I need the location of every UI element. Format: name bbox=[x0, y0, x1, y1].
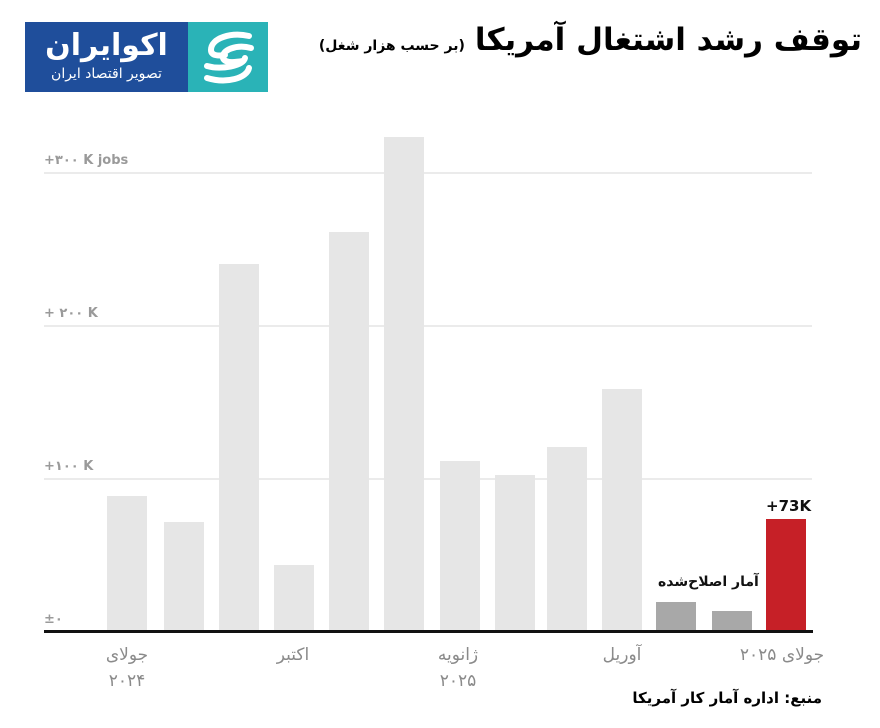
bar-jun-2025 bbox=[712, 611, 752, 631]
bar-apr-2025 bbox=[602, 389, 642, 631]
x-label-oct: اکتبر bbox=[277, 642, 309, 668]
x-label-apr: آوریل bbox=[603, 642, 642, 668]
x-label-line2: ۲۰۲۵ bbox=[439, 671, 477, 691]
revised-data-annotation: آمار اصلاح‌شده bbox=[658, 574, 759, 590]
bar-mar-2025 bbox=[547, 447, 587, 631]
x-label-line1: ژانویه bbox=[437, 645, 479, 665]
y-tick-100: +۱۰۰ K bbox=[44, 459, 94, 474]
logo-swirl-icon bbox=[188, 22, 268, 92]
bar-may-2025 bbox=[656, 602, 696, 631]
bar-jul-2025 bbox=[766, 519, 806, 631]
source-note: منبع: اداره آمار کار آمریکا bbox=[632, 689, 822, 707]
x-axis-baseline bbox=[44, 630, 813, 633]
bar-jul-2024 bbox=[107, 496, 147, 631]
logo: اکوایران تصویر اقتصاد ایران bbox=[25, 22, 268, 92]
bar-dec-2024 bbox=[384, 137, 424, 631]
bar-oct-2024 bbox=[274, 565, 314, 631]
x-label-line1: جولای ۲۰۲۵ bbox=[739, 645, 825, 665]
logo-name: اکوایران bbox=[45, 28, 168, 63]
gridline-100 bbox=[44, 478, 812, 480]
bar-nov-2024 bbox=[329, 232, 369, 631]
gridline-300 bbox=[44, 172, 812, 174]
x-label-jan-2025: ژانویه ۲۰۲۵ bbox=[438, 642, 478, 694]
bar-jan-2025 bbox=[440, 461, 480, 631]
x-label-line2: ۲۰۲۴ bbox=[108, 671, 146, 691]
bar-feb-2025 bbox=[495, 475, 535, 631]
y-tick-200: + ۲۰۰ K bbox=[44, 306, 98, 321]
x-label-jul-2025: جولای ۲۰۲۵ bbox=[740, 642, 824, 668]
logo-tagline: تصویر اقتصاد ایران bbox=[51, 66, 162, 82]
bar-aug-2024 bbox=[164, 522, 204, 631]
gridline-200 bbox=[44, 325, 812, 327]
logo-text-block: اکوایران تصویر اقتصاد ایران bbox=[25, 22, 188, 92]
x-label-jul-2024: جولای ۲۰۲۴ bbox=[106, 642, 148, 694]
y-tick-300: +۳۰۰ K jobs bbox=[44, 153, 129, 168]
y-tick-0: ±۰ bbox=[44, 612, 63, 627]
bar-sep-2024 bbox=[219, 264, 259, 631]
title-main: توقف رشد اشتغال آمریکا bbox=[474, 22, 862, 58]
title-subtitle: (بر حسب هزار شغل) bbox=[318, 38, 465, 54]
x-label-line1: اکتبر bbox=[276, 645, 310, 665]
x-label-line1: جولای bbox=[105, 645, 149, 665]
latest-value-label: +73K bbox=[766, 497, 812, 515]
chart-title: توقف رشد اشتغال آمریکا (بر حسب هزار شغل) bbox=[319, 22, 862, 58]
x-label-line1: آوریل bbox=[602, 645, 642, 665]
